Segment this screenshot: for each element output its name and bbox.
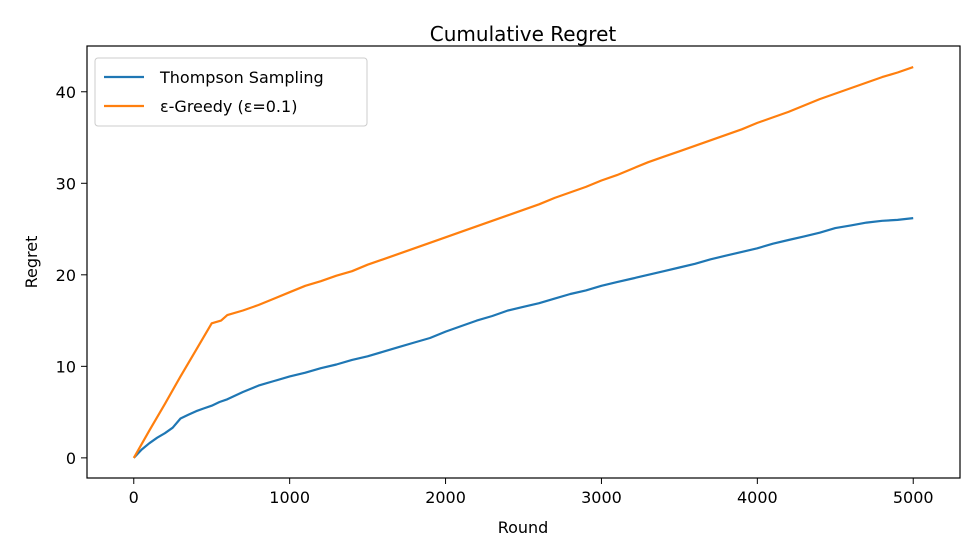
y-axis-label: Regret — [22, 236, 41, 289]
legend-label-epsilon-greedy: ε-Greedy (ε=0.1) — [160, 97, 297, 116]
legend: Thompson Sampling ε-Greedy (ε=0.1) — [94, 57, 368, 127]
x-tick-label: 5000 — [893, 488, 934, 507]
x-axis-label: Round — [498, 518, 549, 537]
legend-label-thompson: Thompson Sampling — [159, 68, 324, 87]
y-tick-label: 0 — [66, 449, 76, 468]
y-tick-label: 30 — [56, 174, 76, 193]
x-tick-label: 1000 — [269, 488, 310, 507]
series-layer — [132, 66, 914, 459]
x-tick-label: 0 — [129, 488, 139, 507]
chart-title: Cumulative Regret — [430, 22, 617, 46]
y-tick-label: 40 — [56, 83, 76, 102]
y-tick-label: 10 — [56, 357, 76, 376]
x-axis-ticks: 0 1000 2000 3000 4000 5000 — [129, 478, 934, 507]
series-line-thompson — [132, 217, 914, 459]
legend-box — [94, 57, 368, 127]
y-tick-label: 20 — [56, 266, 76, 285]
x-tick-label: 2000 — [425, 488, 466, 507]
axes-frame — [86, 45, 961, 479]
x-tick-label: 3000 — [581, 488, 622, 507]
y-axis-ticks: 0 10 20 30 40 — [56, 83, 87, 468]
x-tick-label: 4000 — [737, 488, 778, 507]
series-line-epsilon-greedy — [132, 66, 914, 459]
